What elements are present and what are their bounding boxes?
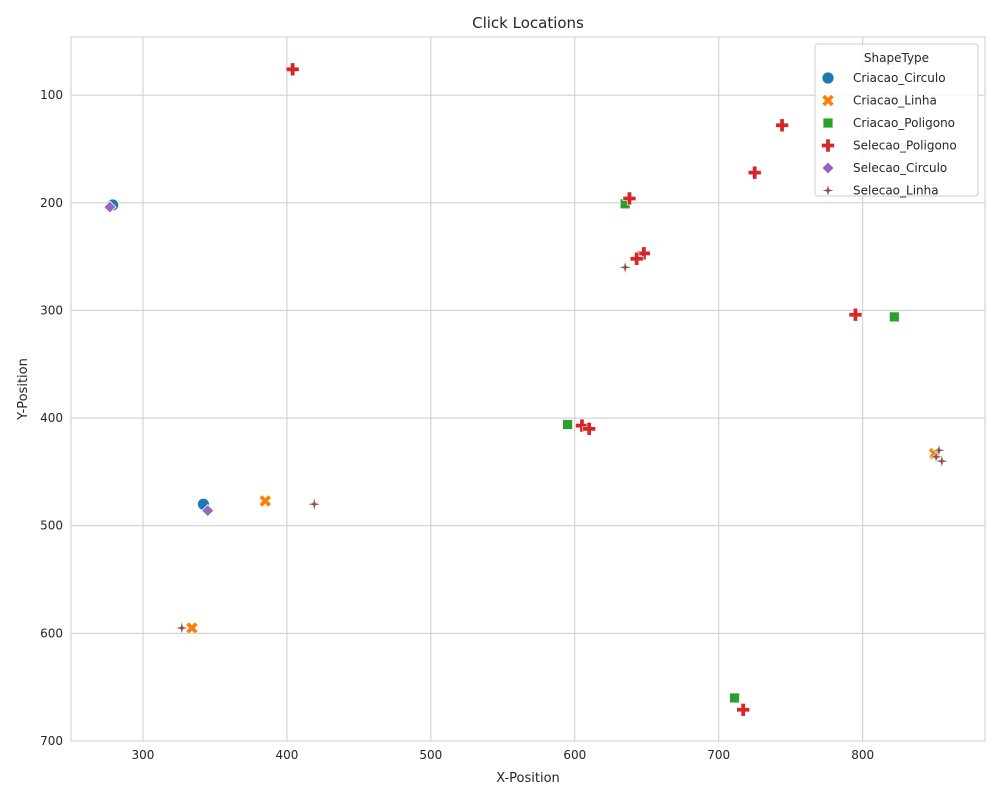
data-point [935, 454, 949, 468]
data-point [848, 307, 863, 322]
legend-label: Criacao_Poligono [853, 116, 955, 130]
data-point [622, 191, 637, 206]
data-point [175, 621, 189, 635]
data-point [562, 419, 573, 430]
data-point [307, 497, 321, 511]
legend-marker [821, 71, 835, 85]
data-point [929, 450, 943, 464]
data-point [629, 251, 644, 266]
data-point [575, 418, 589, 433]
axes: 300 400 500 600 700 800 100 200 300 400 500 600 700 [40, 36, 986, 762]
y-tick-label: 200 [40, 196, 63, 210]
legend-label: Selecao_Poligono [853, 139, 957, 153]
data-point [729, 692, 740, 704]
legend-label: Selecao_Circulo [853, 161, 947, 175]
legend: ShapeType Criacao_Circulo Criacao_Linha Cri… [814, 43, 979, 198]
legend-box [814, 43, 979, 197]
data-point [258, 494, 272, 508]
plot-frame [70, 36, 986, 742]
x-tick-label: 700 [707, 748, 730, 762]
y-tick-label: 500 [40, 519, 63, 533]
legend-marker [821, 93, 835, 108]
x-tick-label: 800 [851, 748, 874, 762]
data-point [888, 311, 900, 323]
data-point [637, 246, 651, 261]
y-tick-label: 600 [40, 626, 63, 640]
data-points [103, 62, 949, 717]
y-axis-label: Y-Position [16, 358, 31, 421]
y-tick-label: 300 [40, 303, 63, 317]
y-tick-label: 100 [40, 88, 63, 102]
legend-marker [821, 161, 835, 175]
data-point [185, 621, 199, 635]
legend-title: ShapeType [864, 51, 929, 65]
data-point [285, 62, 300, 77]
y-tick-label: 400 [40, 411, 63, 425]
x-tick-label: 300 [132, 748, 155, 762]
x-tick-label: 400 [275, 748, 298, 762]
chart-title: Click Locations [472, 14, 584, 32]
legend-label: Selecao_Linha [853, 184, 939, 198]
data-point [736, 702, 750, 717]
data-point [747, 165, 762, 180]
legend-marker [822, 117, 834, 129]
data-point [775, 118, 789, 133]
data-point [201, 504, 215, 518]
y-tick-label: 700 [40, 734, 63, 748]
data-point [103, 200, 117, 214]
legend-label: Criacao_Linha [853, 94, 937, 108]
x-tick-label: 600 [563, 748, 586, 762]
data-point [582, 422, 596, 436]
legend-marker [821, 138, 835, 153]
data-point [618, 260, 632, 274]
x-tick-label: 500 [419, 748, 442, 762]
legend-label: Criacao_Circulo [853, 71, 946, 85]
legend-marker [821, 183, 835, 198]
x-axis-label: X-Position [496, 771, 560, 786]
